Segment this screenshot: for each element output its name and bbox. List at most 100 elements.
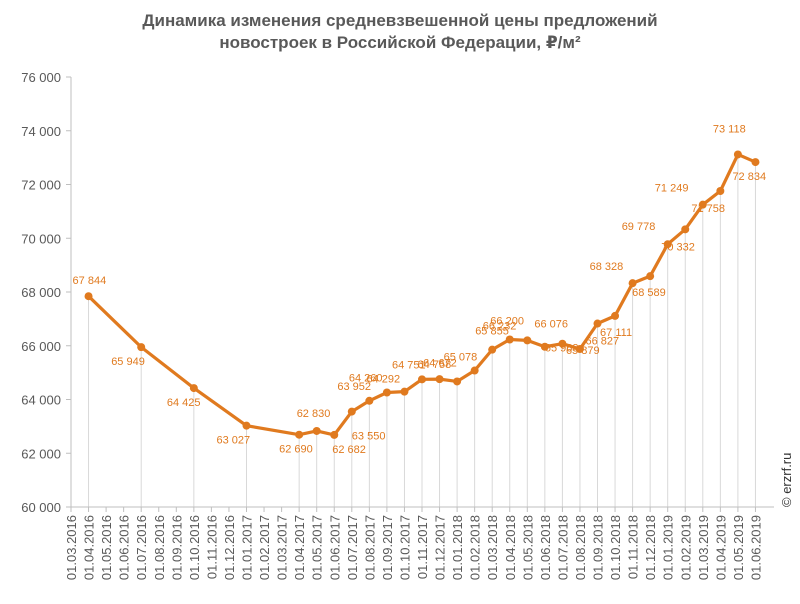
x-tick-label: 01.04.2018 bbox=[503, 515, 518, 580]
y-tick-label: 62 000 bbox=[21, 446, 61, 461]
x-tick-label: 01.07.2018 bbox=[555, 515, 570, 580]
data-point bbox=[84, 292, 93, 301]
y-tick-label: 74 000 bbox=[21, 124, 61, 139]
x-tick-label: 01.04.2016 bbox=[82, 515, 97, 580]
data-point bbox=[189, 384, 198, 393]
data-label: 71 249 bbox=[655, 183, 689, 195]
data-point bbox=[540, 342, 549, 351]
data-point bbox=[628, 279, 637, 288]
x-tick-label: 01.12.2016 bbox=[222, 515, 237, 580]
data-point bbox=[295, 430, 304, 439]
data-label: 64 292 bbox=[366, 374, 400, 386]
data-label: 73 118 bbox=[713, 123, 746, 135]
x-tick-label: 01.03.2019 bbox=[696, 515, 711, 580]
y-tick-label: 76 000 bbox=[21, 70, 61, 85]
data-point bbox=[347, 407, 356, 416]
data-label: 64 260 bbox=[349, 373, 383, 385]
data-label: 72 834 bbox=[732, 171, 766, 183]
x-tick-label: 01.05.2017 bbox=[310, 515, 325, 580]
data-label: 63 550 bbox=[352, 431, 386, 443]
x-tick-label: 01.05.2016 bbox=[99, 515, 114, 580]
data-label: 62 830 bbox=[297, 408, 331, 420]
data-label: 66 200 bbox=[490, 315, 524, 327]
x-tick-label: 01.06.2017 bbox=[327, 515, 342, 580]
x-tick-label: 01.01.2018 bbox=[450, 515, 465, 580]
y-tick-label: 70 000 bbox=[21, 231, 61, 246]
data-label: 67 111 bbox=[600, 327, 632, 339]
data-point bbox=[470, 366, 479, 375]
data-point bbox=[453, 377, 462, 386]
data-label: 64 672 bbox=[423, 357, 457, 369]
x-tick-label: 01.01.2017 bbox=[240, 515, 255, 580]
x-tick-label: 01.02.2019 bbox=[678, 515, 693, 580]
data-point bbox=[523, 336, 532, 345]
data-label: 69 778 bbox=[622, 221, 656, 233]
y-tick-label: 68 000 bbox=[21, 285, 61, 300]
data-label: 62 682 bbox=[332, 444, 366, 456]
x-tick-label: 01.04.2017 bbox=[292, 515, 307, 580]
data-labels: 67 844 65 949 64 425 63 027 62 690 62 830 62 6… bbox=[73, 123, 767, 455]
x-tick-label: 01.11.2018 bbox=[626, 515, 641, 579]
x-tick-label: 01.03.2016 bbox=[64, 515, 79, 580]
x-tick-label: 01.04.2019 bbox=[713, 515, 728, 580]
data-label: 71 758 bbox=[691, 203, 725, 215]
data-label: 64 425 bbox=[167, 397, 201, 409]
y-axis-tick-labels: 60 000 62 000 64 000 66 000 68 000 70 000 72 0… bbox=[21, 70, 61, 515]
x-tick-label: 01.06.2019 bbox=[748, 515, 763, 580]
source-credit: © erzrf.ru bbox=[779, 453, 794, 507]
data-point bbox=[646, 272, 655, 281]
data-label: 65 078 bbox=[444, 352, 478, 364]
data-label: 65 879 bbox=[566, 345, 600, 357]
data-point bbox=[681, 225, 690, 234]
data-label: 65 949 bbox=[111, 356, 145, 368]
x-tick-label: 01.05.2019 bbox=[731, 515, 746, 580]
data-point bbox=[400, 387, 409, 396]
data-label: 62 690 bbox=[279, 444, 313, 456]
data-point bbox=[365, 396, 374, 405]
y-tick-label: 60 000 bbox=[21, 500, 61, 515]
data-point bbox=[312, 426, 321, 435]
x-tick-label: 01.09.2018 bbox=[591, 515, 606, 580]
data-label: 66 232 bbox=[483, 321, 517, 333]
data-point bbox=[435, 375, 444, 384]
data-point bbox=[137, 343, 146, 352]
data-point bbox=[558, 339, 567, 348]
data-point bbox=[418, 375, 426, 384]
data-label: 67 844 bbox=[73, 275, 107, 287]
data-label: 63 952 bbox=[337, 381, 371, 393]
chart-title: Динамика изменения средневзвешенной цены… bbox=[0, 10, 800, 54]
data-label: 65 963 bbox=[545, 343, 579, 355]
x-tick-label: 01.06.2018 bbox=[538, 515, 553, 580]
data-point bbox=[751, 158, 760, 167]
data-label: 66 827 bbox=[586, 336, 620, 348]
x-tick-label: 01.11.2017 bbox=[415, 515, 430, 579]
y-tick-label: 72 000 bbox=[21, 178, 61, 193]
data-label: 64 751 bbox=[392, 359, 426, 371]
data-point bbox=[505, 335, 514, 344]
x-tick-label: 01.03.2018 bbox=[485, 515, 500, 580]
drop-lines bbox=[88, 154, 756, 507]
data-label: 65 855 bbox=[475, 326, 509, 338]
x-tick-label: 01.09.2016 bbox=[169, 515, 184, 580]
data-point bbox=[611, 311, 620, 320]
data-point bbox=[663, 240, 672, 249]
chart-title-line-1: Динамика изменения средневзвешенной цены… bbox=[142, 11, 658, 30]
x-tick-label: 01.07.2017 bbox=[345, 515, 360, 580]
data-point bbox=[593, 319, 602, 328]
data-point bbox=[698, 200, 707, 209]
x-tick-label: 01.08.2018 bbox=[573, 515, 588, 580]
x-tick-label: 01.09.2017 bbox=[380, 515, 395, 580]
data-label: 66 076 bbox=[534, 319, 568, 331]
x-tick-label: 01.08.2017 bbox=[362, 515, 377, 580]
data-point bbox=[733, 150, 742, 159]
x-tick-label: 01.02.2017 bbox=[257, 515, 272, 580]
x-tick-label: 01.12.2018 bbox=[643, 515, 658, 580]
x-tick-label: 01.10.2018 bbox=[608, 515, 623, 580]
x-tick-label: 01.12.2017 bbox=[433, 515, 448, 580]
x-tick-label: 01.06.2016 bbox=[117, 515, 132, 580]
data-point bbox=[716, 187, 725, 196]
x-tick-label: 01.05.2018 bbox=[520, 515, 535, 580]
x-tick-label: 01.11.2016 bbox=[204, 515, 219, 579]
x-tick-label: 01.02.2018 bbox=[468, 515, 483, 580]
chart-title-line-2: новостроек в Российской Федерации, ₽/м² bbox=[219, 33, 581, 52]
